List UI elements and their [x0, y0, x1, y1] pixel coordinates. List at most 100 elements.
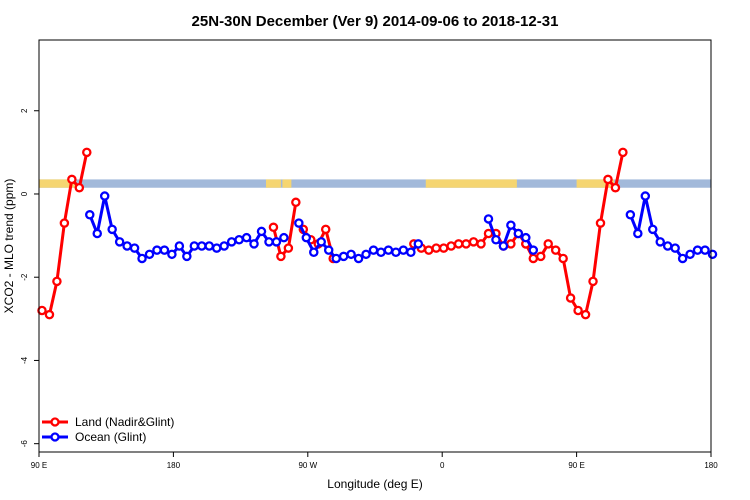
data-point — [483, 214, 494, 224]
data-point — [528, 253, 539, 264]
data-point — [662, 241, 673, 251]
data-point — [625, 210, 636, 220]
x-tick-label: 90 E — [568, 461, 584, 470]
data-point — [361, 249, 371, 260]
data-point — [398, 245, 409, 255]
x-tick-label: 180 — [704, 461, 718, 470]
series-layer — [37, 147, 718, 320]
land-strip-segment — [282, 179, 292, 188]
series-line — [41, 152, 89, 317]
data-point — [346, 249, 356, 260]
data-point — [44, 309, 55, 320]
data-point — [391, 247, 401, 257]
data-point — [189, 241, 200, 251]
data-point — [595, 218, 606, 228]
data-point — [498, 241, 509, 251]
data-point — [129, 243, 140, 253]
ocean-strip — [39, 179, 711, 188]
land-strip-segment — [576, 179, 614, 188]
data-point — [685, 249, 695, 260]
x-tick-label: 90 E — [31, 461, 47, 470]
data-point — [92, 228, 102, 239]
series-land — [37, 147, 628, 320]
data-point — [588, 276, 598, 287]
data-point — [648, 224, 658, 235]
data-point — [550, 245, 561, 255]
legend-ocean-marker — [50, 432, 60, 442]
legend-land-label: Land (Nadir&Glint) — [75, 415, 174, 429]
data-point — [241, 232, 252, 243]
data-point — [271, 237, 282, 247]
data-point — [655, 237, 665, 247]
data-point — [182, 251, 192, 262]
land-sea-strip — [39, 179, 711, 188]
data-point — [521, 232, 531, 243]
data-point — [37, 305, 47, 316]
data-point — [159, 245, 170, 255]
x-tick-label: 90 W — [298, 461, 317, 470]
data-point — [174, 241, 185, 251]
data-point — [226, 237, 237, 247]
data-point — [573, 305, 583, 316]
data-point — [476, 239, 486, 249]
data-point — [291, 197, 301, 208]
data-point — [431, 243, 441, 253]
data-point — [700, 245, 710, 255]
data-point — [331, 253, 341, 264]
land-strip-segment — [425, 179, 517, 188]
data-point — [558, 253, 568, 264]
y-tick-label: -4 — [20, 356, 29, 364]
data-point — [506, 239, 516, 249]
plot-frame — [38, 39, 712, 453]
y-axis: -6 -4 -2 0 2 — [20, 108, 39, 447]
data-point — [74, 182, 85, 193]
data-point — [468, 237, 479, 247]
chart-title: 25N-30N December (Ver 9) 2014-09-06 to 2… — [192, 13, 559, 30]
data-point — [543, 239, 553, 249]
data-point — [99, 191, 110, 201]
x-axis: 90 E 180 90 W 0 90 E 180 — [31, 452, 718, 470]
data-point — [640, 191, 651, 201]
data-point — [320, 224, 331, 235]
legend-land-marker — [50, 417, 60, 427]
legend: Land (Nadir&Glint) Ocean (Glint) — [42, 415, 174, 444]
data-point — [52, 276, 62, 287]
data-point — [368, 245, 379, 255]
data-point — [506, 220, 516, 230]
data-point — [670, 243, 680, 253]
data-point — [383, 245, 394, 255]
data-point — [144, 249, 155, 260]
data-point — [167, 249, 177, 260]
y-tick-label: 0 — [20, 191, 29, 196]
data-point — [59, 218, 70, 228]
data-point — [152, 245, 162, 255]
y-tick-label: -2 — [20, 273, 29, 281]
data-point — [249, 239, 259, 249]
data-point — [483, 228, 494, 239]
data-point — [67, 174, 77, 185]
x-tick-label: 180 — [167, 461, 181, 470]
data-point — [438, 243, 449, 253]
data-point — [197, 241, 207, 251]
data-point — [633, 228, 643, 239]
y-tick-label: 2 — [20, 108, 29, 113]
data-point — [406, 247, 416, 257]
legend-item-land: Land (Nadir&Glint) — [42, 415, 174, 429]
land-strip-segment — [39, 179, 77, 188]
x-tick-label: 0 — [440, 461, 445, 470]
data-point — [692, 245, 703, 255]
data-point — [264, 237, 274, 247]
data-point — [491, 235, 501, 245]
data-point — [276, 251, 286, 262]
data-point — [677, 253, 688, 264]
data-point — [461, 239, 471, 249]
data-point — [114, 237, 125, 247]
data-point — [219, 241, 229, 251]
data-point — [338, 251, 349, 262]
series-line — [88, 194, 285, 260]
data-point — [413, 239, 424, 249]
y-axis-label: XCO2 - MLO trend (ppm) — [2, 179, 16, 314]
data-point — [85, 210, 95, 220]
data-point — [82, 147, 92, 158]
